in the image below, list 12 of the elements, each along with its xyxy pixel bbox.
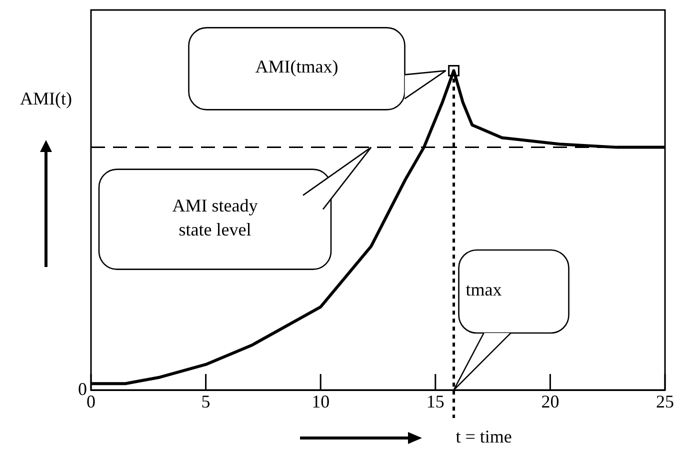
- text: 0: [78, 379, 87, 399]
- annotation: AMI(tmax): [255, 56, 338, 77]
- x-tick-label: 20: [541, 392, 560, 412]
- y-axis-title: AMI(t): [20, 88, 72, 109]
- x-tick-label: 5: [201, 392, 210, 412]
- x-tick-label: 15: [426, 392, 444, 412]
- x-tick-label: 0: [86, 392, 96, 412]
- ref-line-label: AMI steady state level: [172, 195, 258, 240]
- x-tick-label: 10: [312, 392, 330, 412]
- x-axis-title: t = time: [456, 426, 512, 447]
- ref-line-label: tmax: [466, 280, 502, 300]
- x-tick-label: 25: [656, 392, 674, 412]
